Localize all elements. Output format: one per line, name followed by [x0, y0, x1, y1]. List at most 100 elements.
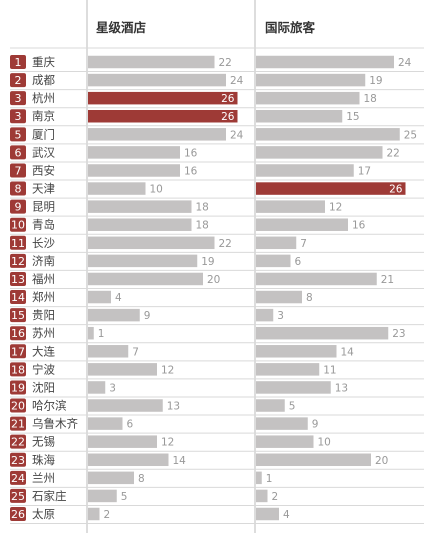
rank-badge	[10, 55, 26, 69]
hotel-bar	[88, 507, 100, 521]
intl-bar	[256, 326, 389, 340]
city-label: 成都	[32, 73, 55, 87]
hotel-value-label: 12	[161, 437, 174, 449]
hotel-bar	[88, 308, 140, 322]
intl-bar	[256, 363, 320, 376]
intl-bar	[256, 254, 291, 268]
rank-badge	[10, 416, 26, 431]
hotel-bar	[88, 453, 169, 467]
rank-number: 10	[11, 219, 25, 232]
rank-number: 2	[15, 74, 22, 87]
rank-badge	[10, 145, 26, 160]
intl-value-label: 4	[283, 509, 290, 521]
rank-number: 7	[15, 164, 22, 177]
rank-number: 26	[11, 508, 25, 521]
intl-value-label: 23	[392, 328, 405, 340]
intl-bar	[256, 471, 262, 485]
intl-bar	[256, 290, 302, 304]
rank-badge	[10, 470, 26, 485]
city-label: 福州	[32, 272, 55, 286]
intl-value-label: 5	[289, 401, 296, 413]
intl-value-label: 1	[266, 473, 273, 485]
rank-number: 25	[11, 490, 25, 503]
intl-value-label: 20	[375, 455, 388, 467]
rank-number: 3	[15, 92, 22, 105]
rank-number: 13	[11, 273, 25, 286]
intl-bar	[256, 345, 337, 358]
hotel-value-label: 24	[230, 75, 244, 87]
intl-bar	[256, 146, 383, 159]
intl-bar	[256, 381, 331, 394]
rank-badge	[10, 344, 26, 359]
intl-bar	[256, 73, 366, 87]
rank-number: 8	[15, 183, 22, 196]
rank-badge	[10, 488, 26, 503]
hotel-bar	[88, 254, 198, 268]
city-label: 杭州	[32, 91, 55, 105]
hotel-value-label: 24	[230, 129, 244, 141]
rank-badge	[10, 290, 26, 305]
rank-number: 17	[11, 345, 25, 358]
hotel-value-label: 10	[150, 184, 163, 196]
intl-value-label: 21	[381, 274, 394, 286]
hotel-value-label: 2	[104, 509, 111, 521]
intl-value-label: 24	[398, 57, 412, 69]
city-label: 无锡	[32, 435, 55, 449]
rank-number: 19	[11, 381, 25, 394]
hotel-bar	[88, 489, 117, 503]
hotel-bar	[88, 290, 111, 304]
city-label: 贵阳	[32, 308, 55, 322]
hotel-value-label: 16	[184, 147, 198, 159]
intl-value-label: 25	[404, 129, 417, 141]
intl-bar	[256, 55, 394, 69]
city-label: 武汉	[32, 145, 55, 159]
city-label: 石家庄	[32, 489, 67, 503]
rank-badge	[10, 217, 26, 232]
rank-badge	[10, 91, 26, 106]
intl-value-label: 12	[329, 202, 342, 214]
intl-bar	[256, 399, 285, 412]
intl-value-label: 3	[277, 310, 284, 322]
rank-badge	[10, 127, 26, 142]
hotel-bar	[88, 218, 192, 231]
hotel-value-label: 14	[173, 455, 187, 467]
intl-value-label: 11	[323, 364, 336, 376]
rank-badge	[10, 73, 26, 88]
city-label: 珠海	[32, 453, 55, 467]
rank-badge	[10, 362, 26, 377]
intl-bar	[256, 164, 354, 177]
hotel-bar	[88, 417, 123, 430]
city-label: 郑州	[32, 290, 55, 304]
city-label: 昆明	[32, 200, 55, 214]
hotel-bar	[88, 272, 203, 286]
city-label: 太原	[32, 507, 55, 521]
intl-value-label: 8	[306, 292, 313, 304]
intl-bar	[256, 507, 279, 521]
city-label: 大连	[32, 344, 55, 358]
hotel-value-label: 18	[196, 220, 209, 232]
hotel-value-label: 6	[127, 419, 134, 431]
city-label: 南京	[32, 109, 55, 123]
intl-value-label: 19	[369, 75, 382, 87]
rank-badge	[10, 163, 26, 178]
rank-badge	[10, 507, 26, 521]
rank-number: 21	[11, 418, 25, 431]
city-label: 青岛	[32, 218, 55, 232]
hotel-bar	[88, 236, 215, 250]
hotel-value-label: 18	[196, 202, 209, 214]
rank-badge	[10, 253, 26, 268]
intl-bar	[256, 453, 371, 467]
hotel-value-label: 5	[121, 491, 128, 503]
hotel-bar	[88, 381, 106, 394]
hotel-value-label: 22	[219, 57, 232, 69]
intl-bar	[256, 218, 348, 231]
rank-badge	[10, 235, 26, 250]
hotel-bar	[88, 200, 192, 213]
rank-number: 9	[15, 201, 22, 214]
hotel-bar	[88, 109, 238, 123]
intl-bar	[256, 308, 274, 322]
column-header-intl: 国际旅客	[265, 20, 316, 35]
intl-bar	[256, 182, 406, 195]
intl-bar	[256, 236, 297, 250]
